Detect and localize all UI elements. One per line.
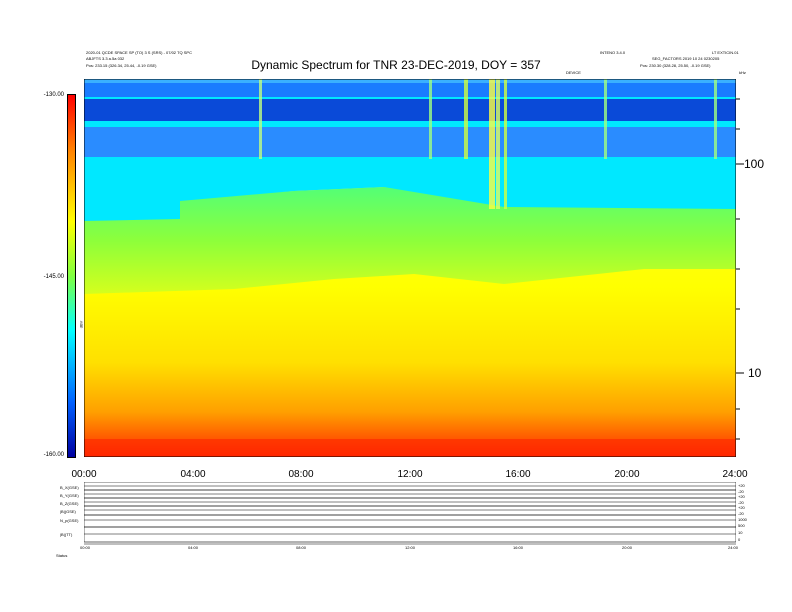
spec-burst-4	[496, 79, 500, 209]
spec-blue-band-top	[84, 79, 736, 83]
chart-title: Dynamic Spectrum for TNR 23-DEC-2019, DO…	[251, 58, 541, 72]
spectrogram	[84, 79, 736, 457]
x-tick-2: 08:00	[288, 469, 314, 480]
colorbar-tick-top: -130.00	[43, 92, 64, 98]
spec-burst-1	[429, 79, 432, 159]
panel-label-4: N_p(GSE)	[60, 518, 79, 523]
meta-right-4: Pos: 230.30 (328.28, 25.50, -0.19 GSE)	[640, 63, 711, 68]
spec-burst-5	[504, 79, 507, 209]
spec-blue-band-1	[84, 83, 736, 97]
spec-burst-2	[464, 79, 468, 159]
footer-label: Status	[56, 553, 68, 558]
spec-green-band	[84, 187, 736, 294]
panel-rtick-3: -20	[738, 500, 744, 505]
bottom-panels	[84, 482, 736, 545]
panel-rtick-2: +20	[738, 494, 745, 499]
meta-right-2: LT EXTICIN.01	[712, 50, 739, 55]
bottom-axis-6: 24:00	[728, 545, 739, 550]
bottom-axis-0: 00:00	[80, 545, 91, 550]
panel-rtick-5: -20	[738, 511, 744, 516]
bottom-axis-1: 04:00	[188, 545, 199, 550]
meta-left-2: ABJFTS 3.3 a.5a 032	[86, 56, 125, 61]
x-tick-6: 24:00	[722, 469, 748, 480]
spec-blue-band-2	[84, 99, 736, 121]
x-tick-3: 12:00	[397, 469, 423, 480]
spec-burst-6	[604, 79, 607, 159]
panel-rtick-9: 0	[738, 537, 741, 542]
colorbar-label: dBV	[78, 320, 84, 329]
spec-burst-0	[259, 79, 262, 159]
meta-right-unit: kHz	[739, 70, 746, 75]
spec-burst-3	[489, 79, 495, 209]
panel-rtick-0: +20	[738, 483, 745, 488]
panel-rtick-6: 1000	[738, 517, 747, 522]
y-right-axis	[736, 98, 744, 440]
spec-red-bottom	[84, 439, 736, 457]
panel-rtick-4: +20	[738, 505, 745, 510]
x-tick-0: 00:00	[71, 469, 97, 480]
meta-right-1: INTENO 3.4.0	[600, 50, 626, 55]
panel-label-5: |B|(TT)	[60, 532, 73, 537]
y-right-tick-10: 10	[748, 366, 762, 380]
panel-label-3: |B|(GSE)	[60, 509, 76, 514]
meta-left-1: 2020-01 QCDE SPACE SP (TO) 3 S (SRS) - 0…	[86, 50, 192, 55]
spec-burst-7	[714, 79, 717, 159]
spec-blue-band-3	[84, 127, 736, 157]
colorbar	[67, 94, 76, 458]
meta-right-3: SEG_FACTORS 2019 10 24 0230205	[652, 56, 720, 61]
panel-label-2: B_Z(GSE)	[60, 501, 79, 506]
x-tick-1: 04:00	[180, 469, 206, 480]
panel-label-0: B_X(GSE)	[60, 485, 79, 490]
y-right-tick-100: 100	[744, 157, 765, 171]
colorbar-tick-bottom: -160.00	[43, 452, 64, 458]
panel-label-1: B_Y(GSE)	[60, 493, 79, 498]
panel-rtick-8: 10	[738, 530, 743, 535]
bottom-axis-5: 20:00	[622, 545, 633, 550]
bottom-axis-4: 16:00	[513, 545, 524, 550]
x-tick-5: 20:00	[614, 469, 640, 480]
bottom-axis-3: 12:00	[405, 545, 416, 550]
meta-center: DEVICE	[566, 70, 581, 75]
meta-left-3: Pos: 233.15 (326.34, 25.44, -0.19 GSE)	[86, 63, 157, 68]
bottom-axis-2: 08:00	[296, 545, 307, 550]
panel-rtick-7: 500	[738, 523, 745, 528]
x-tick-4: 16:00	[505, 469, 531, 480]
panel-rtick-1: -20	[738, 489, 744, 494]
colorbar-tick-mid: -145.00	[43, 274, 64, 280]
